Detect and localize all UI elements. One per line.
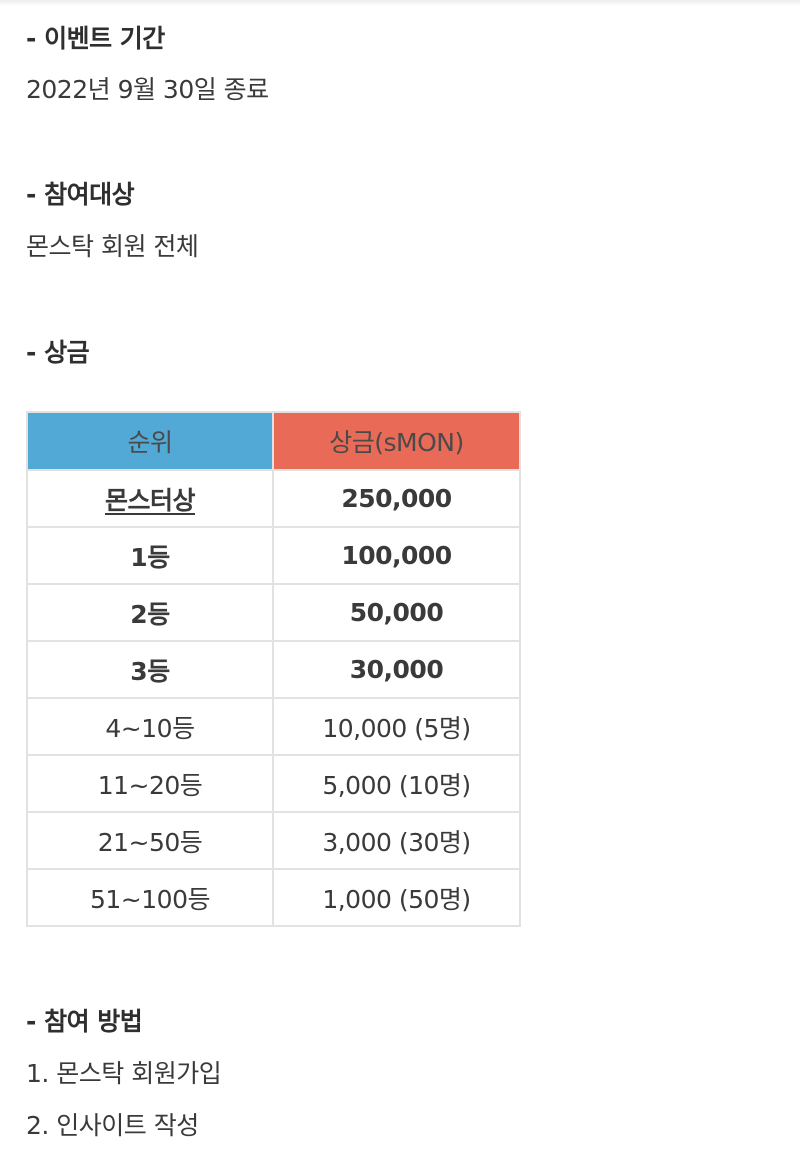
- amount-cell: 50,000: [272, 583, 521, 642]
- prize-column-header: 상금(sMON): [272, 411, 521, 471]
- rank-cell[interactable]: 몬스터상: [26, 469, 274, 528]
- rank-cell: 2등: [26, 583, 274, 642]
- top-shadow-divider: [0, 0, 800, 6]
- table-row: 21~50등 3,000 (30명): [26, 811, 521, 870]
- method-step-2: 2. 인사이트 작성: [26, 1111, 199, 1140]
- table-row: 3등 30,000: [26, 640, 521, 699]
- amount-cell: 3,000 (30명): [272, 811, 521, 870]
- amount-cell: 10,000 (5명): [272, 697, 521, 756]
- rank-cell: 1등: [26, 526, 274, 585]
- rank-cell: 3등: [26, 640, 274, 699]
- rank-column-header: 순위: [26, 411, 274, 471]
- amount-cell: 30,000: [272, 640, 521, 699]
- rank-cell: 51~100등: [26, 868, 274, 927]
- table-row: 2등 50,000: [26, 583, 521, 642]
- amount-cell: 1,000 (50명): [272, 868, 521, 927]
- rank-cell: 11~20등: [26, 754, 274, 813]
- target-heading: - 참여대상: [26, 180, 135, 209]
- table-row: 1등 100,000: [26, 526, 521, 585]
- prize-table-header-row: 순위 상금(sMON): [26, 411, 521, 471]
- table-row: 11~20등 5,000 (10명): [26, 754, 521, 813]
- target-value: 몬스탁 회원 전체: [26, 232, 199, 261]
- amount-cell: 250,000: [272, 469, 521, 528]
- monster-award-link[interactable]: 몬스터상: [104, 485, 196, 515]
- prize-table: 순위 상금(sMON) 몬스터상 250,000 1등 100,000 2등 5…: [26, 411, 521, 927]
- method-heading: - 참여 방법: [26, 1007, 143, 1036]
- prize-heading: - 상금: [26, 338, 90, 367]
- table-row: 4~10등 10,000 (5명): [26, 697, 521, 756]
- method-step-1: 1. 몬스탁 회원가입: [26, 1059, 222, 1088]
- event-period-value: 2022년 9월 30일 종료: [26, 75, 269, 104]
- rank-cell: 21~50등: [26, 811, 274, 870]
- amount-cell: 5,000 (10명): [272, 754, 521, 813]
- rank-cell: 4~10등: [26, 697, 274, 756]
- amount-cell: 100,000: [272, 526, 521, 585]
- table-row: 51~100등 1,000 (50명): [26, 868, 521, 927]
- event-period-heading: - 이벤트 기간: [26, 24, 165, 53]
- table-row: 몬스터상 250,000: [26, 469, 521, 528]
